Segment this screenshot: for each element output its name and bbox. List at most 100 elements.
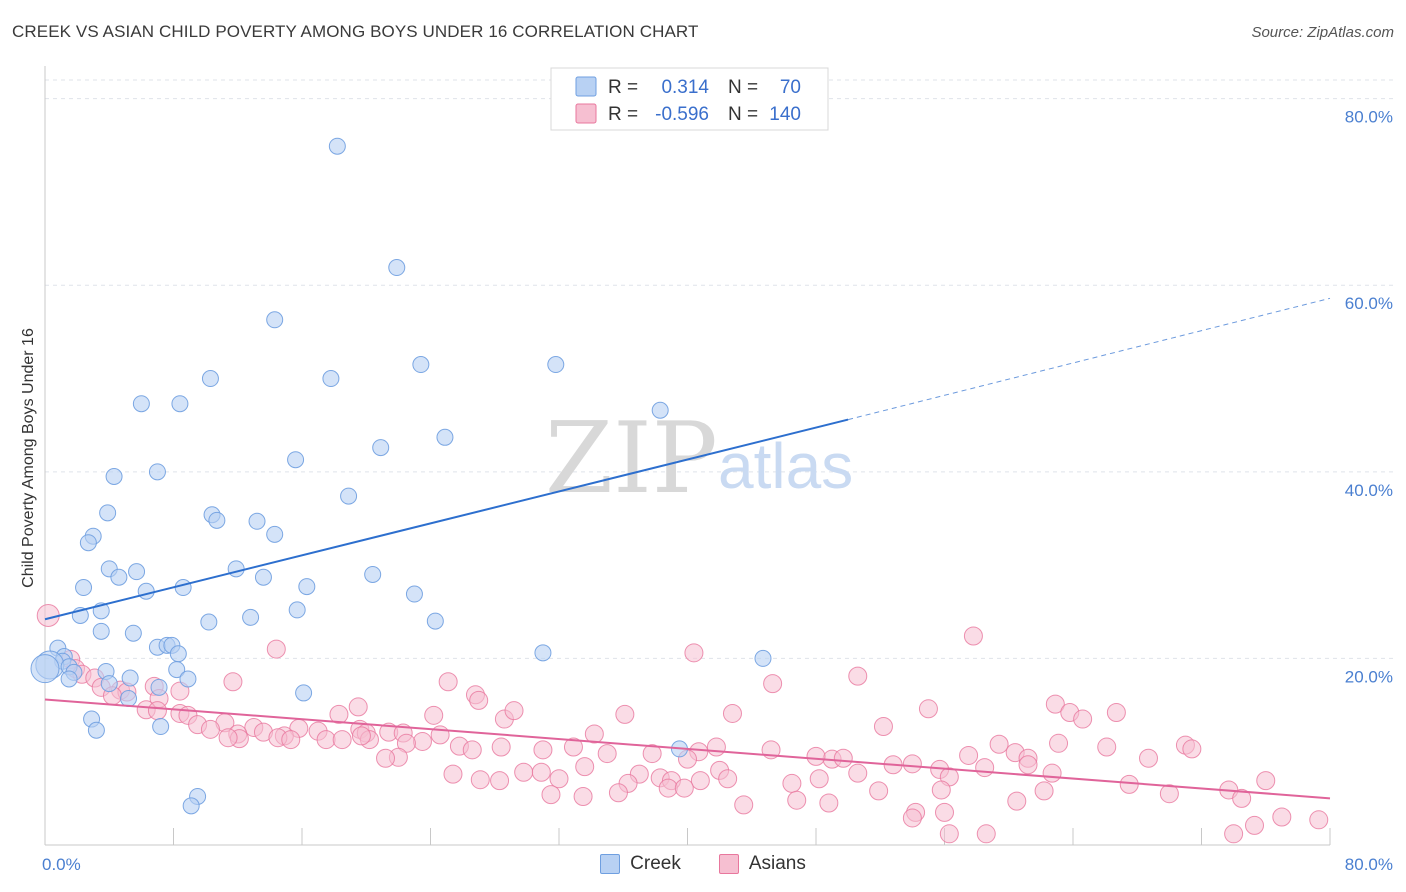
asians-point-68 bbox=[597, 744, 617, 764]
asians-point-74 bbox=[1049, 733, 1069, 753]
asians-point-100 bbox=[549, 769, 569, 789]
asians-point-56 bbox=[281, 730, 301, 750]
creek-point-12 bbox=[105, 467, 123, 485]
creek-point-59 bbox=[100, 675, 118, 693]
creek-point-0 bbox=[328, 137, 346, 155]
legend-asians-n-value: 140 bbox=[769, 104, 801, 125]
asians-point-98 bbox=[470, 770, 490, 790]
creek-point-8 bbox=[171, 395, 189, 413]
creek-point-28 bbox=[364, 565, 382, 583]
creek-point-32 bbox=[298, 578, 316, 596]
asians-point-123 bbox=[787, 790, 807, 810]
asians-point-70 bbox=[706, 737, 726, 757]
legend-creek-r-value: 0.314 bbox=[661, 77, 709, 98]
asians-point-118 bbox=[931, 780, 951, 800]
legend-box bbox=[550, 67, 829, 131]
asians-point-24 bbox=[1106, 703, 1126, 723]
asians-point-107 bbox=[848, 763, 868, 783]
asians-point-27 bbox=[918, 699, 938, 719]
creek-point-48 bbox=[754, 649, 772, 667]
asians-point-113 bbox=[674, 778, 694, 798]
asians-point-112 bbox=[658, 778, 678, 798]
asians-point-20 bbox=[469, 690, 489, 710]
asians-point-51 bbox=[873, 717, 893, 737]
asians-point-25 bbox=[615, 704, 635, 724]
asians-point-132 bbox=[1245, 815, 1265, 835]
legend-asians-n-label: N = bbox=[728, 104, 758, 125]
trend-lines bbox=[44, 297, 1331, 800]
asians-point-21 bbox=[348, 697, 368, 717]
asians-point-77 bbox=[959, 745, 979, 765]
asians-point-18 bbox=[848, 666, 868, 686]
asians-point-57 bbox=[316, 730, 336, 750]
creek-point-26 bbox=[110, 568, 128, 586]
asians-point-61 bbox=[412, 731, 432, 751]
creek-point-60 bbox=[150, 678, 168, 696]
y-axis-label: Child Poverty Among Boys Under 16 bbox=[20, 328, 37, 588]
asians-point-109 bbox=[1042, 763, 1062, 783]
bottom-legend-creek: Creek bbox=[600, 852, 681, 876]
asians-point-86 bbox=[1018, 755, 1038, 775]
asians-point-90 bbox=[376, 748, 396, 768]
bottom-legend-asians: Asians bbox=[718, 852, 806, 876]
asians-point-106 bbox=[809, 769, 829, 789]
creek-trend-line bbox=[44, 418, 849, 621]
bottom-legend-asians-label: Asians bbox=[748, 853, 806, 874]
creek-point-19 bbox=[248, 512, 266, 530]
asians-point-69 bbox=[642, 744, 662, 764]
asians-point-83 bbox=[902, 754, 922, 774]
asians-point-120 bbox=[1159, 784, 1179, 804]
legend-swatch-creek bbox=[575, 76, 597, 97]
creek-point-31 bbox=[174, 579, 192, 597]
y-tick-label-60: 60.0% bbox=[1345, 294, 1393, 313]
asians-point-1 bbox=[963, 626, 983, 646]
creek-point-3 bbox=[412, 356, 430, 374]
asians-point-58 bbox=[332, 730, 352, 750]
asians-point-91 bbox=[806, 746, 826, 766]
creek-point-7 bbox=[132, 395, 150, 413]
legend-creek-r-label: R = bbox=[608, 77, 638, 98]
creek-point-64 bbox=[152, 718, 170, 736]
asians-point-135 bbox=[1224, 824, 1244, 844]
asians-point-115 bbox=[541, 785, 561, 805]
y-tick-label-80: 80.0% bbox=[1345, 108, 1393, 127]
creek-point-57 bbox=[179, 670, 197, 688]
asians-point-104 bbox=[690, 771, 710, 791]
creek-point-2 bbox=[266, 311, 284, 329]
asians-point-9 bbox=[223, 672, 243, 692]
asians-point-94 bbox=[531, 762, 551, 782]
creek-point-15 bbox=[340, 487, 358, 505]
asians-point-32 bbox=[329, 704, 349, 724]
creek-point-47 bbox=[169, 645, 187, 663]
creek-point-11 bbox=[148, 463, 166, 481]
asians-point-73 bbox=[989, 734, 1009, 754]
asians-point-85 bbox=[975, 758, 995, 778]
legend-asians-r-label: R = bbox=[608, 104, 638, 125]
asians-point-119 bbox=[1034, 781, 1054, 801]
x-tick-label-max: 80.0% bbox=[1345, 855, 1393, 874]
asians-point-130 bbox=[1272, 807, 1292, 827]
creek-point-46 bbox=[534, 644, 552, 662]
creek-point-56 bbox=[121, 669, 139, 687]
legend-swatch-asians bbox=[575, 103, 597, 124]
legend-creek-n-label: N = bbox=[728, 77, 758, 98]
creek-point-23 bbox=[227, 560, 245, 578]
creek-point-1 bbox=[388, 259, 406, 277]
creek-point-13 bbox=[372, 439, 390, 457]
tick-labels: 20.0% 40.0% 60.0% 80.0% 0.0% 80.0% bbox=[42, 108, 1393, 874]
asians-point-136 bbox=[902, 808, 922, 828]
asians-point-116 bbox=[573, 786, 593, 806]
asians-point-17 bbox=[763, 674, 783, 694]
legend-asians-r-value: -0.596 bbox=[655, 104, 709, 125]
asians-point-125 bbox=[819, 793, 839, 813]
asians-point-87 bbox=[1138, 748, 1158, 768]
creek-point-30 bbox=[137, 582, 155, 600]
creek-point-62 bbox=[295, 684, 313, 702]
asians-point-67 bbox=[563, 737, 583, 757]
asians-points bbox=[36, 604, 1329, 844]
chart-source: Source: ZipAtlas.com bbox=[1251, 24, 1394, 41]
asians-point-102 bbox=[718, 769, 738, 789]
creek-point-65 bbox=[87, 721, 105, 739]
creek-point-41 bbox=[124, 624, 142, 642]
